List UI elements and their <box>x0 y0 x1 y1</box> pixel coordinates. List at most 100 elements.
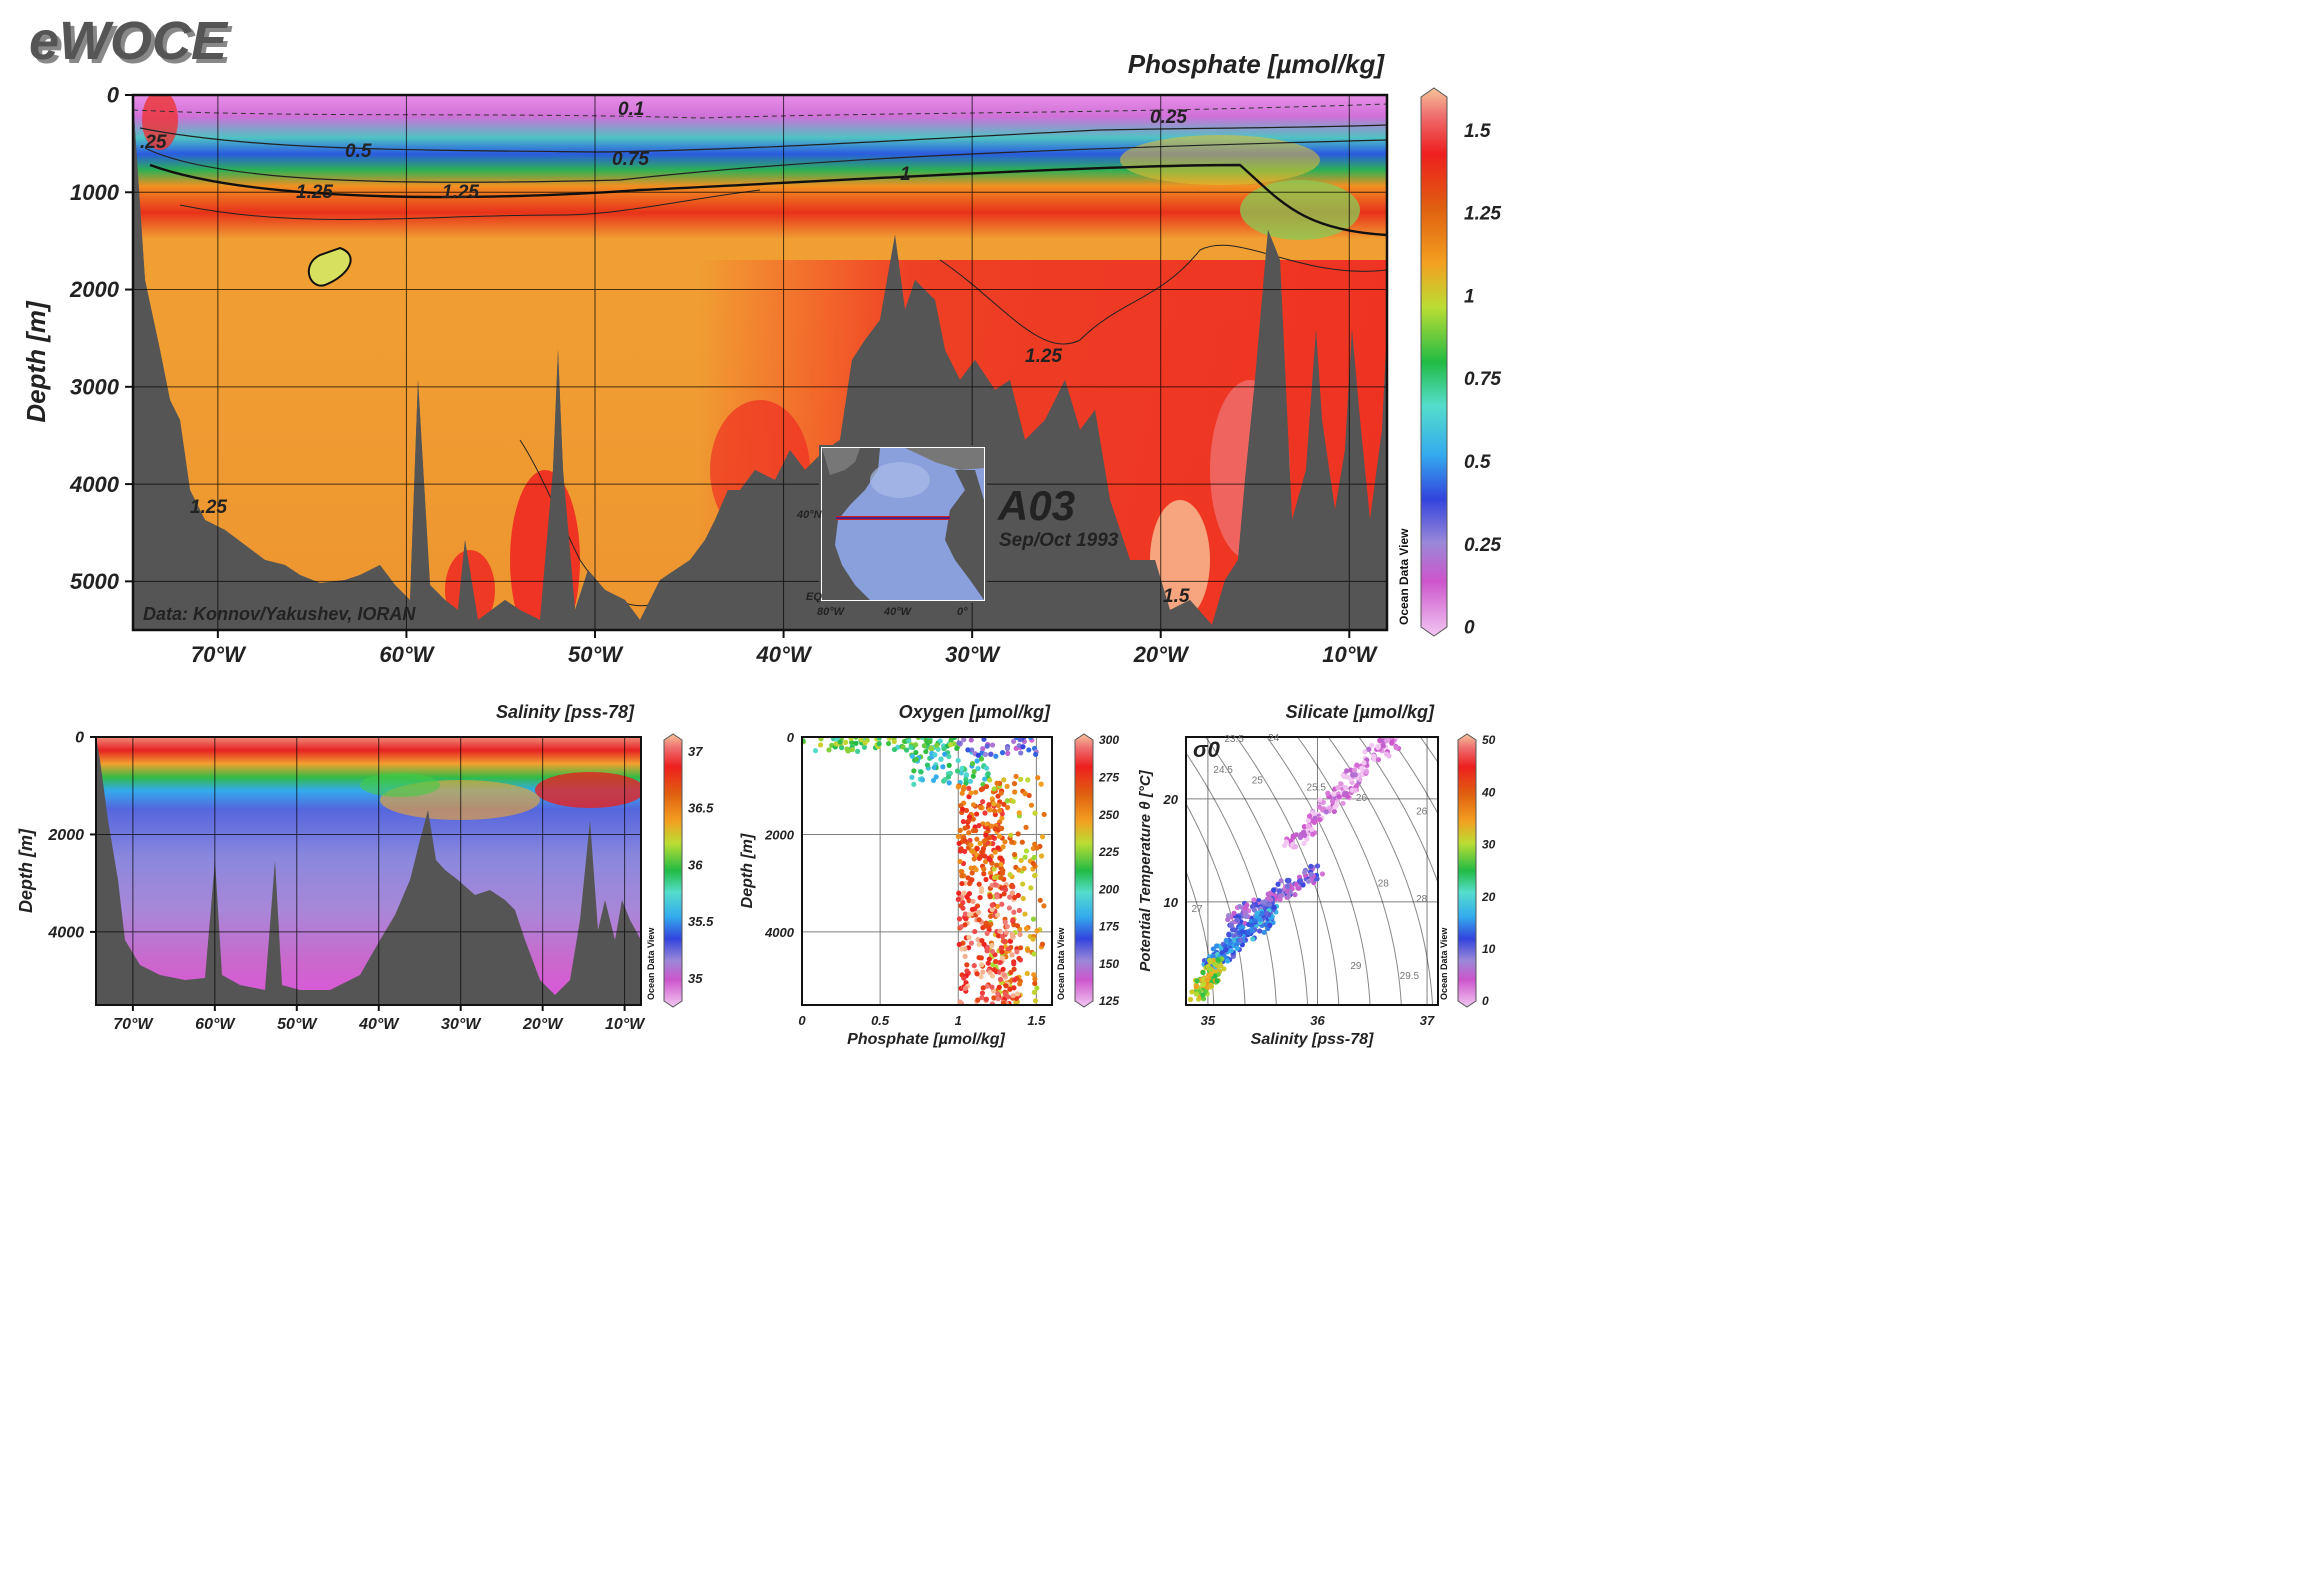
data-point <box>1023 824 1029 830</box>
data-point <box>1249 927 1255 934</box>
data-point <box>995 933 1002 939</box>
data-point <box>930 777 937 784</box>
data-point <box>929 746 935 752</box>
data-point <box>1004 746 1011 752</box>
data-point <box>975 752 981 758</box>
data-point <box>817 742 824 748</box>
data-point <box>962 953 968 960</box>
contour-label: 0.5 <box>345 141 372 162</box>
data-point <box>1250 936 1256 942</box>
isopycnal-label: 24 <box>1268 733 1280 744</box>
data-point <box>1025 947 1031 953</box>
data-point <box>1369 742 1375 749</box>
data-point <box>1256 915 1262 921</box>
data-point <box>983 783 990 790</box>
data-point <box>981 866 987 872</box>
data-point <box>989 984 995 990</box>
data-point <box>1031 951 1037 957</box>
colorbar-tick-label: 36.5 <box>688 801 714 816</box>
chart-title: Salinity [pss-78] <box>496 702 635 722</box>
data-point <box>1238 937 1244 944</box>
colorbar-tick-label: 225 <box>1098 845 1119 859</box>
logo: eWOCE <box>29 11 229 71</box>
data-point <box>963 807 970 814</box>
data-point <box>1208 982 1214 988</box>
data-point <box>1030 860 1036 867</box>
data-point <box>1251 897 1257 903</box>
data-point <box>982 751 989 758</box>
x-tick-label: 40°W <box>358 1016 400 1033</box>
data-point <box>1001 938 1007 945</box>
data-point <box>988 751 994 757</box>
data-point <box>903 747 910 753</box>
data-point <box>971 769 977 775</box>
data-point <box>955 896 961 902</box>
data-point <box>940 764 946 770</box>
silicate-ts-chart: Silicate [µmol/kg] Potential Temperature… <box>1137 702 1496 1048</box>
data-point <box>1032 810 1038 816</box>
data-point <box>965 875 971 881</box>
data-point <box>1009 839 1015 845</box>
x-tick-label: 37 <box>1420 1013 1435 1028</box>
colorbar-tick-label: 0 <box>1482 994 1489 1008</box>
data-point <box>974 758 980 764</box>
data-point <box>1010 917 1016 923</box>
data-point <box>986 956 992 962</box>
data-point <box>1335 785 1341 791</box>
x-tick-label: 0 <box>798 1013 806 1028</box>
data-point <box>980 985 986 991</box>
data-point <box>1317 817 1323 823</box>
data-point <box>1200 992 1206 998</box>
chart-title: Silicate [µmol/kg] <box>1286 702 1435 722</box>
data-point <box>933 774 939 780</box>
data-point <box>986 855 992 861</box>
data-point <box>1305 818 1311 824</box>
data-point <box>844 746 850 752</box>
data-point <box>1226 931 1232 937</box>
colorbar-tick-label: 37 <box>688 744 703 759</box>
data-point <box>1207 966 1213 972</box>
data-point <box>1351 767 1358 773</box>
data-point <box>1006 905 1012 911</box>
data-point <box>1002 887 1009 893</box>
data-point <box>988 870 994 876</box>
isopycnal-label: 25 <box>1252 775 1264 786</box>
data-point <box>980 848 986 854</box>
data-point <box>941 746 947 752</box>
data-point <box>1383 751 1390 757</box>
data-point <box>1221 966 1227 972</box>
data-point <box>1038 781 1044 787</box>
data-point <box>992 958 999 965</box>
data-point <box>954 768 961 774</box>
isopycnal-label: 25.5 <box>1307 783 1327 794</box>
data-point <box>1002 919 1008 925</box>
data-point <box>1228 922 1234 928</box>
data-point <box>991 874 998 881</box>
data-point <box>974 971 980 977</box>
data-point <box>983 765 990 771</box>
data-point <box>1007 986 1013 992</box>
data-point <box>993 753 999 759</box>
data-point <box>962 838 968 844</box>
seafloor-bathymetry <box>133 95 1387 630</box>
data-point <box>1010 738 1017 745</box>
x-tick-label: 70°W <box>191 642 247 667</box>
data-point <box>970 773 976 779</box>
x-axis-label: Phosphate [µmol/kg] <box>847 1031 1005 1048</box>
data-point <box>1292 892 1298 898</box>
data-point <box>989 902 995 908</box>
data-point <box>977 840 983 847</box>
data-point <box>1286 877 1292 883</box>
data-point <box>964 968 970 974</box>
data-point <box>1242 905 1248 912</box>
y-tick-label: 0 <box>75 730 84 747</box>
data-point <box>1025 777 1031 783</box>
data-point <box>973 827 979 834</box>
data-point <box>1004 923 1010 930</box>
data-point <box>911 781 917 787</box>
data-point <box>1292 844 1298 850</box>
data-point <box>981 871 987 877</box>
isopycnal-label: 28 <box>1378 878 1390 889</box>
data-point <box>1189 989 1195 995</box>
data-point <box>1311 819 1318 826</box>
